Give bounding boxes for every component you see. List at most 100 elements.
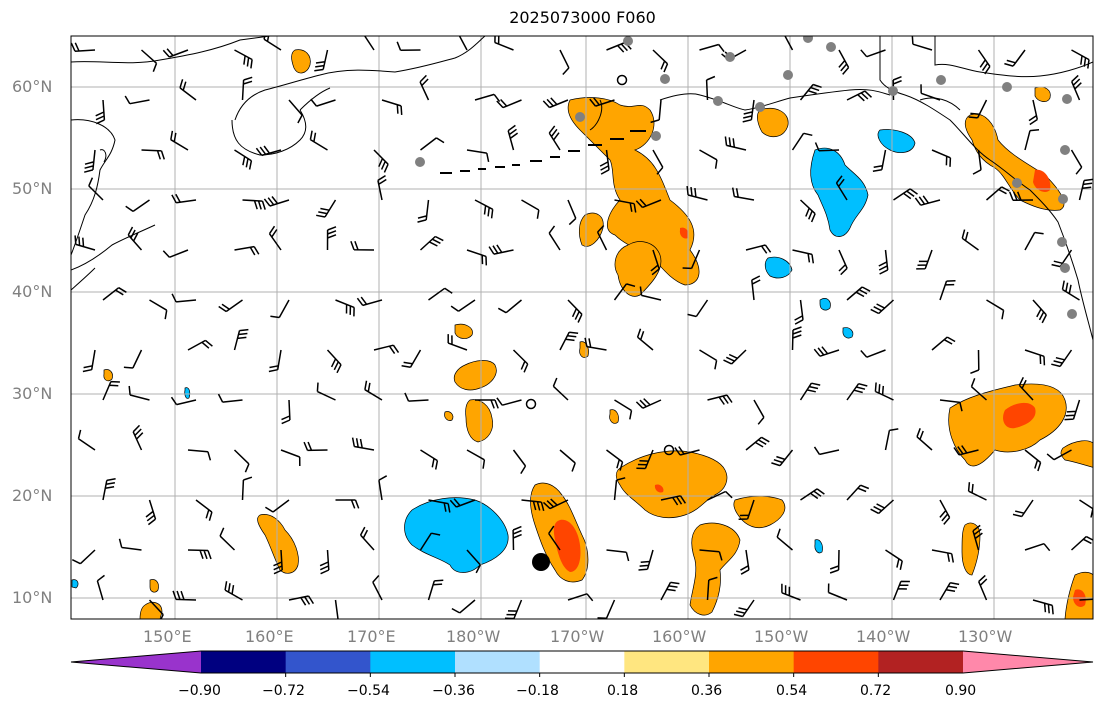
wind-barb: [542, 498, 569, 510]
wind-barb: [1028, 99, 1039, 126]
lon-label-150w: 150°W: [754, 627, 809, 646]
wind-barb: [939, 499, 951, 525]
wind-barb: [567, 299, 583, 323]
lon-label-140w: 140°W: [856, 627, 911, 646]
colorbar-tick-label: −0.90: [178, 683, 221, 699]
colorbar-tick-label: 0.54: [776, 683, 808, 699]
wind-barb: [660, 581, 680, 601]
wind-barb: [95, 99, 106, 125]
wind-barb: [878, 249, 889, 275]
colorbar-tick-label: −0.18: [516, 683, 559, 699]
wind-barb: [829, 549, 840, 574]
wind-barb: [686, 186, 708, 201]
wind-barb: [507, 124, 519, 151]
wind-barb: [846, 90, 873, 102]
wind-barb: [584, 337, 607, 351]
storm-center-marker: [532, 553, 550, 571]
lon-label-170e: 170°E: [347, 627, 396, 646]
wind-barb: [123, 349, 143, 369]
wind-barb: [635, 398, 662, 409]
wind-barb: [233, 449, 250, 473]
wind-barb: [359, 526, 375, 551]
lon-label-170w: 170°W: [550, 627, 605, 646]
wind-barb: [548, 525, 561, 551]
wind-barb: [71, 42, 96, 52]
wind-barb: [316, 199, 337, 218]
wind-barb: [171, 293, 197, 303]
wind-barb: [512, 449, 527, 474]
colorbar-segment: [878, 651, 964, 673]
wind-barb: [128, 385, 150, 401]
wind-barb: [241, 76, 253, 101]
wind-barb: [127, 226, 143, 251]
wind-barb: [846, 286, 871, 301]
wind-barb: [1009, 191, 1034, 202]
wind-barb: [521, 199, 540, 219]
wind-barb: [911, 36, 933, 51]
colorbar-segment: [201, 651, 287, 673]
wind-barb: [972, 149, 982, 175]
wind-barb: [401, 349, 422, 369]
wind-barb: [699, 43, 725, 53]
wind-barb: [234, 245, 260, 256]
wind-barb: [242, 199, 266, 210]
wind-barb: [753, 399, 765, 425]
wind-barb: [326, 349, 342, 374]
wind-barb: [636, 449, 654, 470]
wind-barb: [892, 580, 910, 601]
wind-barb: [303, 441, 328, 452]
wind-barb: [125, 199, 150, 213]
wind-barb: [195, 499, 213, 521]
wind-barb: [82, 349, 96, 373]
wind-barb: [170, 130, 189, 151]
wind-barb: [707, 394, 733, 405]
lat-label-60n: 60°N: [12, 77, 53, 96]
wind-barb: [268, 225, 282, 251]
colorbar-tick-label: 0.72: [860, 683, 892, 699]
wind-barb: [636, 328, 654, 351]
colorbar-tick-label: −0.54: [347, 683, 390, 699]
wind-barb: [74, 235, 96, 251]
wind-barb: [1070, 149, 1083, 175]
wind-barb: [559, 331, 579, 351]
colorbar-segment: [793, 651, 879, 673]
wind-barb: [334, 599, 339, 619]
wind-barb: [102, 380, 120, 401]
wind-barb: [559, 49, 570, 76]
wind-barb: [723, 349, 747, 365]
wind-barb: [731, 187, 755, 201]
colorbar-segment: [285, 651, 371, 673]
wind-barb: [776, 528, 793, 551]
wind-barb: [970, 349, 980, 374]
wind-barbs: [71, 36, 1093, 619]
wind-barb: [373, 149, 389, 173]
colorbar-segment: [709, 651, 795, 673]
wind-barb: [521, 499, 545, 511]
wind-barb: [88, 177, 104, 201]
wind-barb: [335, 499, 360, 509]
wind-barb: [102, 478, 116, 501]
wind-barb: [428, 287, 453, 301]
wind-barb: [474, 93, 501, 103]
wind-barb: [187, 449, 212, 461]
wind-barb: [707, 490, 733, 501]
wind-barb: [939, 399, 963, 412]
wind-barb: [224, 581, 243, 601]
wind-barb: [512, 525, 522, 551]
wind-barb: [141, 49, 158, 72]
wind-barb: [364, 380, 383, 401]
wind-barb: [742, 99, 755, 123]
wind-barb: [650, 249, 660, 276]
wind-barb: [466, 249, 488, 266]
wind-barb: [288, 595, 315, 606]
wind-barb: [597, 599, 616, 619]
wind-barb: [916, 428, 933, 451]
wind-barb: [132, 424, 144, 451]
wind-barb: [771, 449, 794, 467]
wind-barb: [745, 436, 770, 451]
wind-barb: [428, 499, 451, 513]
wind-barb: [827, 583, 848, 601]
wind-barb: [280, 449, 301, 467]
wind-barb: [567, 199, 577, 226]
wind-barb: [458, 36, 468, 51]
